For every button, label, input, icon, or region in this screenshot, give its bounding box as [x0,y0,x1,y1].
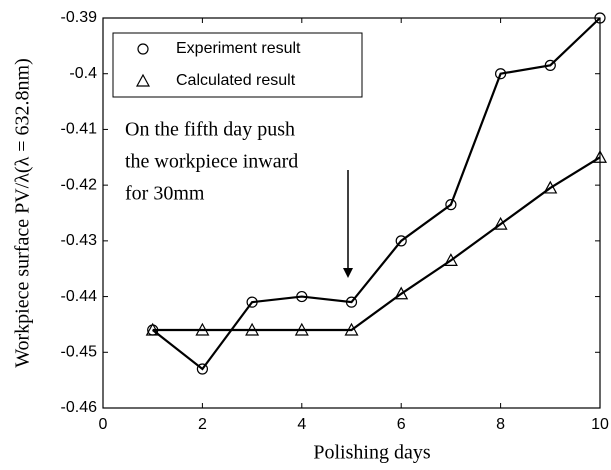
legend-label: Experiment result [176,40,301,57]
legend-marker [135,73,151,87]
legend-marker [137,43,149,55]
marker [592,150,608,163]
legend-box [112,32,363,98]
marker [395,235,407,247]
marker [296,290,308,303]
marker [195,322,210,336]
marker [445,199,457,211]
series-line [152,156,601,332]
y-tick-label: -0.45 [61,344,98,361]
marker [443,253,458,266]
x-tick-label: 6 [397,416,406,433]
x-tick-label: 2 [198,416,207,433]
marker [345,296,358,308]
marker [344,322,359,336]
y-axis-label: Workpiece surface PV/λ(λ = 632.8nm) [12,58,34,368]
marker [394,286,409,300]
y-tick-label: -0.4 [69,65,97,82]
marker [543,180,558,194]
plot-frame [102,17,601,409]
x-tick-label: 4 [297,416,306,433]
x-tick-label: 10 [591,416,609,433]
marker [294,322,309,336]
y-tick-label: -0.44 [61,288,98,305]
annotation: On the fifth day push [125,119,295,141]
marker [245,322,260,336]
series-line [152,17,601,371]
y-tick-label: -0.46 [61,399,98,416]
marker [594,12,606,24]
marker [246,296,258,308]
x-tick-label: 0 [99,416,108,433]
marker [544,59,556,71]
y-tick-label: -0.41 [61,121,98,138]
y-tick-label: -0.43 [61,232,98,249]
annotation: the workpiece inward [125,151,298,173]
y-tick-label: -0.39 [61,9,98,26]
y-tick-label: -0.42 [61,176,98,193]
legend-label: Calculated result [176,72,296,89]
marker [145,322,160,336]
marker [196,363,208,375]
x-axis-label: Polishing days [313,442,430,464]
x-tick-label: 8 [496,416,505,433]
marker [493,216,508,230]
annotation: for 30mm [125,183,205,205]
marker [495,68,507,80]
